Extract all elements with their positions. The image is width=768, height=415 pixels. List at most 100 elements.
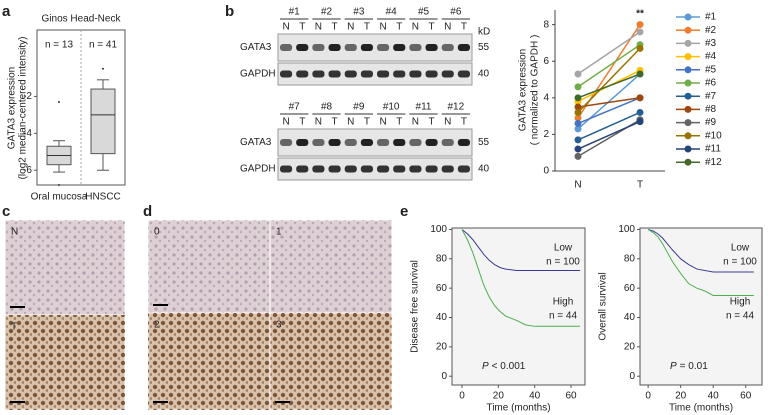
series-label: Low <box>731 243 750 254</box>
point <box>574 70 582 78</box>
protein-label: GAPDH <box>240 69 276 80</box>
significance: ** <box>636 9 644 20</box>
series-line <box>577 47 641 113</box>
y-tick-label: 80 <box>436 253 448 264</box>
p-value: P = 0.01 <box>670 361 708 372</box>
y-tick-label: 6 <box>543 56 549 67</box>
band <box>377 70 390 78</box>
blot-strip <box>277 157 473 181</box>
band <box>344 139 357 146</box>
series-line <box>577 97 641 125</box>
ihc-texture <box>148 220 270 313</box>
lane-label: T <box>396 117 402 128</box>
lane-label: N <box>412 22 419 33</box>
ihc-texture <box>148 313 270 410</box>
series-n: n = 44 <box>549 311 578 322</box>
y-axis-label: Disease free survival <box>410 260 421 353</box>
point <box>574 108 582 116</box>
legend-label: #4 <box>705 51 717 62</box>
band <box>441 165 454 173</box>
point <box>636 28 644 36</box>
point <box>574 119 582 127</box>
lane-label: T <box>461 22 467 33</box>
series-line <box>577 44 641 88</box>
series-n: n = 100 <box>723 257 757 268</box>
sample-label: #6 <box>450 7 462 18</box>
point <box>574 125 582 133</box>
band <box>280 139 293 146</box>
y-tick-label: 20 <box>436 341 448 352</box>
y-axis-label: GATA3 expression <box>7 67 18 149</box>
band <box>328 44 341 51</box>
legend-label: #5 <box>705 64 717 75</box>
y-tick-label: 4 <box>543 92 549 103</box>
lane-label: T <box>461 117 467 128</box>
plot-frame <box>451 227 586 386</box>
point <box>574 83 582 91</box>
series-line <box>577 73 641 99</box>
ihc-texture <box>5 315 125 410</box>
legend-label: #6 <box>705 78 717 89</box>
p-symbol: P <box>482 361 489 372</box>
band <box>409 44 422 51</box>
sample-label: #4 <box>386 7 398 18</box>
band <box>312 165 325 173</box>
ihc-texture <box>5 220 125 315</box>
lane-label: N <box>315 22 322 33</box>
lane-label: N <box>282 117 289 128</box>
legend-marker <box>684 53 692 61</box>
series-line <box>577 31 641 75</box>
band <box>312 70 325 78</box>
band <box>312 139 325 146</box>
point <box>636 108 644 116</box>
blot-strip <box>277 128 473 157</box>
ihc-texture <box>270 313 392 410</box>
lane-label: N <box>444 22 451 33</box>
legend-label: #1 <box>705 12 717 23</box>
sample-label: #12 <box>447 102 464 113</box>
blot-strip <box>277 62 473 86</box>
ihc-label: 3 <box>276 320 282 331</box>
y-axis-label: GATA3 expression <box>518 49 529 131</box>
survival-curve <box>647 228 754 273</box>
legend-label: #2 <box>705 25 717 36</box>
band <box>360 70 373 78</box>
p-number: = 0.01 <box>680 361 709 372</box>
y-tick-label: 60 <box>436 283 448 294</box>
band <box>457 165 470 173</box>
y-tick-label: 0 <box>543 166 549 177</box>
band <box>296 44 309 51</box>
x-tick-label: 0 <box>645 391 651 402</box>
x-tick-label: HNSCC <box>85 192 121 203</box>
legend-marker <box>684 13 692 21</box>
lane-label: N <box>347 117 354 128</box>
lane-label: T <box>299 22 305 33</box>
lane-label: N <box>412 117 419 128</box>
sample-label: #2 <box>321 7 333 18</box>
annotation: n = 13 <box>45 40 74 51</box>
band <box>393 44 406 51</box>
band <box>377 139 390 146</box>
sample-label: #5 <box>418 7 430 18</box>
x-tick-label: T <box>637 180 643 191</box>
band <box>312 44 325 51</box>
y-axis-label: ( normalized to GAPDH ) <box>530 35 541 146</box>
band <box>280 165 293 173</box>
y-tick-label: 20 <box>624 341 636 352</box>
legend-marker <box>684 132 692 140</box>
p-value: P < 0.001 <box>482 361 526 372</box>
sample-label: #9 <box>353 102 365 113</box>
protein-label: GATA3 <box>240 42 272 53</box>
blot-strip <box>277 33 473 62</box>
plot-frame <box>639 227 763 386</box>
p-number: < 0.001 <box>492 361 526 372</box>
point <box>574 136 582 144</box>
outlier <box>58 100 60 103</box>
x-axis-label: Time (months) <box>669 403 733 414</box>
band <box>360 139 373 146</box>
point <box>636 21 644 29</box>
x-tick-label: 20 <box>493 391 505 402</box>
band <box>360 44 373 51</box>
x-tick-label: 40 <box>529 391 541 402</box>
legend-marker <box>684 145 692 153</box>
